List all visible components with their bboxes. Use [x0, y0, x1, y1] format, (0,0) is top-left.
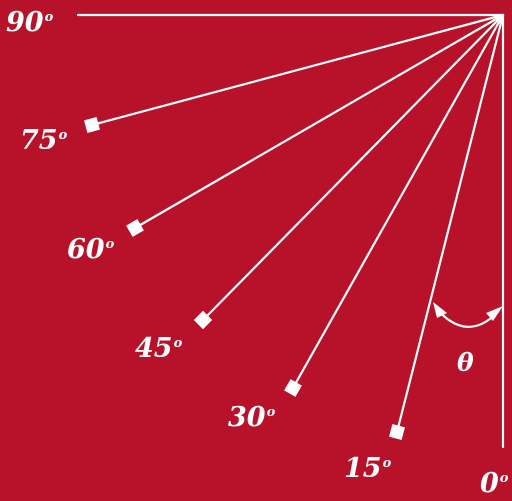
- angle-value: 75: [20, 125, 58, 156]
- angle-value: 15: [344, 453, 382, 484]
- marker-45: [193, 310, 213, 330]
- ray-75: [90, 13, 505, 127]
- marker-60: [126, 219, 144, 237]
- ray-60: [133, 13, 505, 230]
- theta-arrow-left: [433, 302, 447, 318]
- degree-mark: o: [44, 10, 54, 25]
- angle-label-45: 45o: [135, 335, 182, 362]
- marker-30: [284, 379, 302, 397]
- angle-label-15: 15o: [344, 455, 391, 482]
- marker-15: [389, 424, 405, 440]
- angle-value: 30: [228, 402, 266, 433]
- degree-mark: o: [266, 405, 276, 420]
- ray-45: [201, 13, 505, 322]
- degree-mark: o: [382, 456, 392, 471]
- angle-label-0: 0o: [480, 470, 508, 497]
- angle-label-60: 60o: [67, 236, 114, 263]
- degree-mark: o: [499, 471, 509, 486]
- degree-mark: o: [173, 336, 183, 351]
- theta-arrow-right: [486, 306, 503, 321]
- angle-value: 60: [67, 234, 105, 265]
- angle-label-75: 75o: [20, 127, 67, 154]
- degree-mark: o: [58, 128, 68, 143]
- theta-symbol: θ: [457, 348, 474, 377]
- theta-arc: [434, 306, 499, 328]
- angle-label-30: 30o: [228, 404, 275, 431]
- angle-value: 0: [480, 468, 499, 499]
- angle-value: 90: [6, 7, 44, 38]
- angle-label-90: 90o: [6, 9, 53, 36]
- angle-value: 45: [135, 333, 173, 364]
- ray-30: [291, 13, 505, 390]
- marker-75: [84, 117, 100, 133]
- degree-mark: o: [105, 237, 115, 252]
- ray-15: [395, 13, 505, 434]
